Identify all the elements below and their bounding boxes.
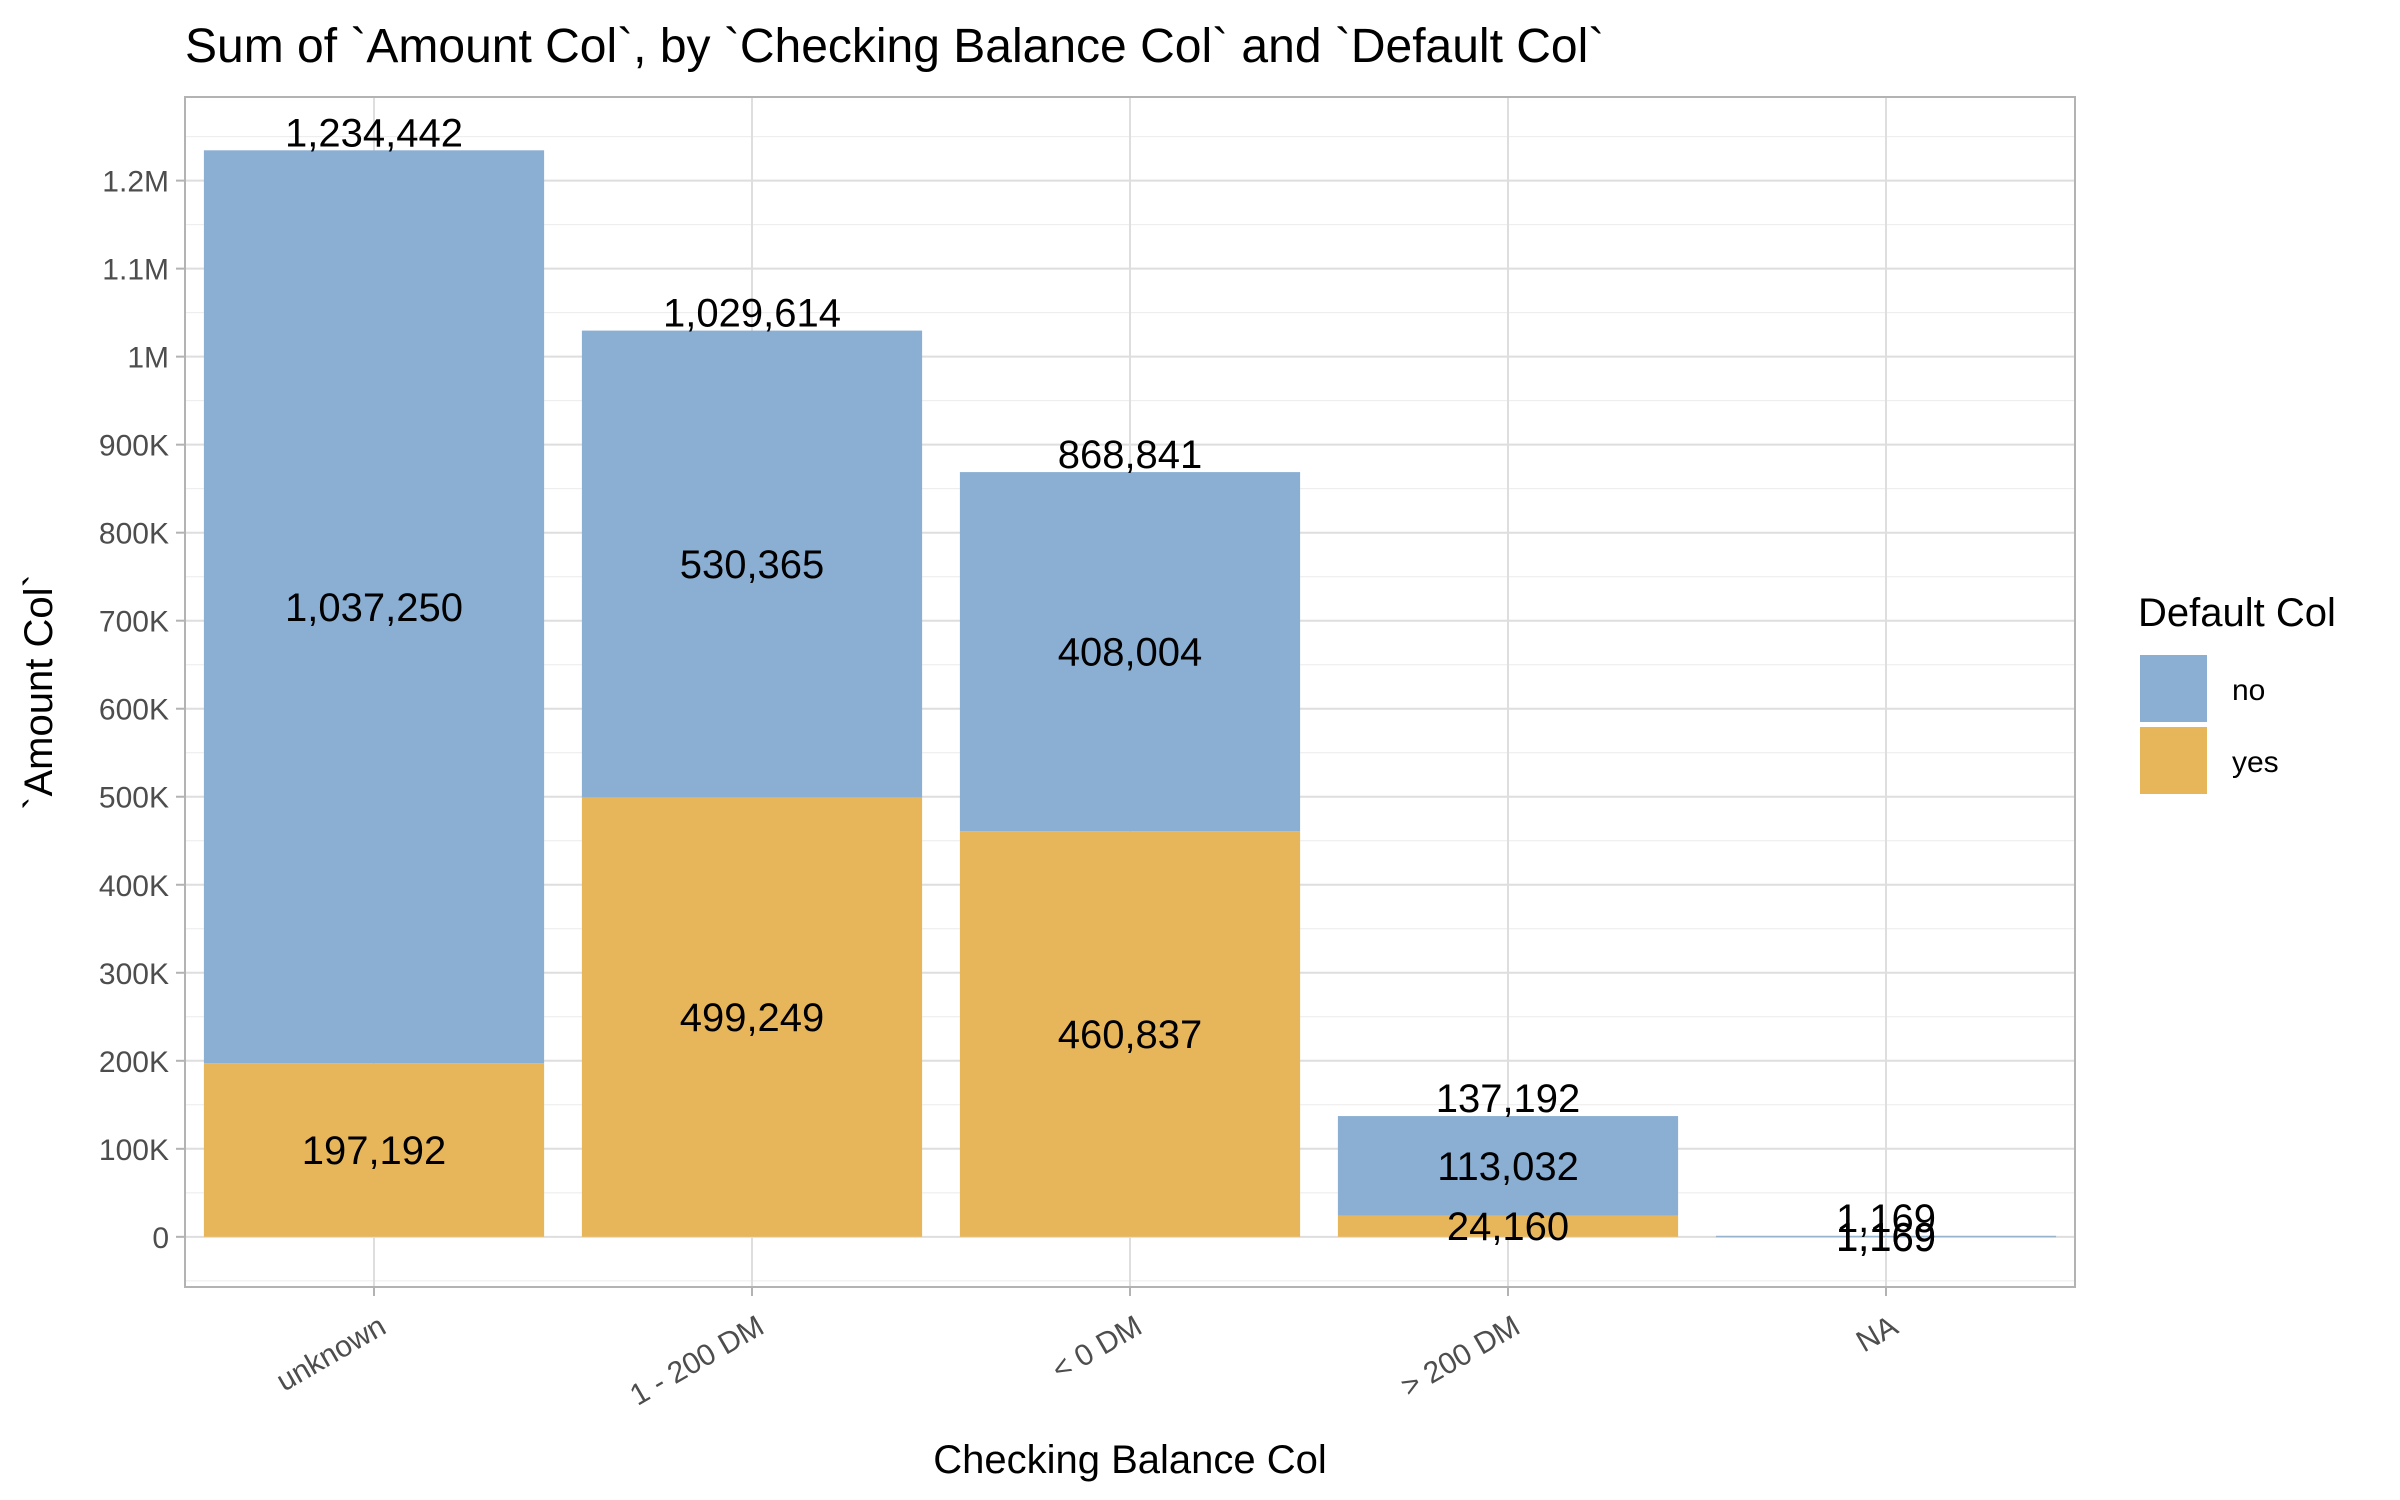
bars [203,150,2057,1238]
y-tick-label: 1.1M [102,254,169,287]
bar-segment-yes [959,831,1301,1237]
y-tick-label: 200K [99,1046,169,1079]
bar-segment-no [1337,1116,1679,1216]
bar-segment-no [203,150,545,1064]
y-tick-label: 1.2M [102,166,169,199]
segment-label-yes: 460,837 [1058,1013,1203,1057]
chart-title: Sum of `Amount Col`, by `Checking Balanc… [185,20,1604,73]
y-axis-title: `Amount Col` [17,574,61,810]
segment-label-yes: 24,160 [1447,1205,1569,1249]
legend-key-yes [2140,727,2207,794]
y-tick-label: 500K [99,782,169,815]
total-label: 1,029,614 [663,292,841,336]
x-tick-label: unknown [271,1309,392,1398]
bar-segment-yes [203,1063,545,1237]
segment-label-yes: 1,169 [1836,1216,1936,1260]
x-tick-label: NA [1851,1309,1904,1358]
bar-segment-yes [1715,1236,2057,1238]
y-tick-label: 900K [99,430,169,463]
y-tick-label: 800K [99,518,169,551]
segment-label-no: 530,365 [680,543,825,587]
y-tick-label: 1M [127,342,169,375]
y-tick-label: 700K [99,606,169,639]
total-label: 868,841 [1058,433,1203,477]
segment-label-yes: 499,249 [680,996,825,1040]
y-axis: 0 100K 200K 300K 400K 500K 600K 700K 800K 900K 1M 1… [99,166,185,1255]
legend: Default Col no yes [2138,591,2336,794]
y-tick-label: 100K [99,1134,169,1167]
segment-label-no: 408,004 [1058,631,1203,675]
segment-label-no: 113,032 [1437,1145,1579,1189]
segment-label-no: 1,169 [1836,1215,1936,1259]
x-axis: unknown 1 - 200 DM < 0 DM > 200 DM NA [271,1287,1904,1412]
legend-key-no [2140,655,2207,722]
data-labels: 197,192 1,037,250 1,234,442 499,249 530,365 1… [285,111,1936,1260]
segment-label-no: 1,037,250 [285,586,463,630]
bar-segment-yes [1337,1215,1679,1237]
x-tick-label: 1 - 200 DM [624,1309,769,1412]
total-label: 137,192 [1436,1077,1581,1121]
bar-segment-yes [581,797,923,1237]
segment-label-yes: 197,192 [302,1129,447,1173]
x-tick-label: > 200 DM [1396,1309,1526,1403]
bar-segment-no [959,472,1301,832]
bar-segment-no [1715,1235,2057,1237]
y-tick-label: 400K [99,870,169,903]
x-axis-title: Checking Balance Col [933,1438,1327,1482]
legend-title: Default Col [2138,591,2336,635]
bar-segment-no [581,330,923,798]
legend-label-yes: yes [2232,746,2279,779]
y-tick-label: 0 [152,1222,169,1255]
total-label: 1,169 [1836,1197,1936,1241]
y-tick-label: 300K [99,958,169,991]
legend-label-no: no [2232,674,2265,707]
total-label: 1,234,442 [285,111,463,155]
y-tick-label: 600K [99,694,169,727]
x-tick-label: < 0 DM [1047,1309,1148,1386]
